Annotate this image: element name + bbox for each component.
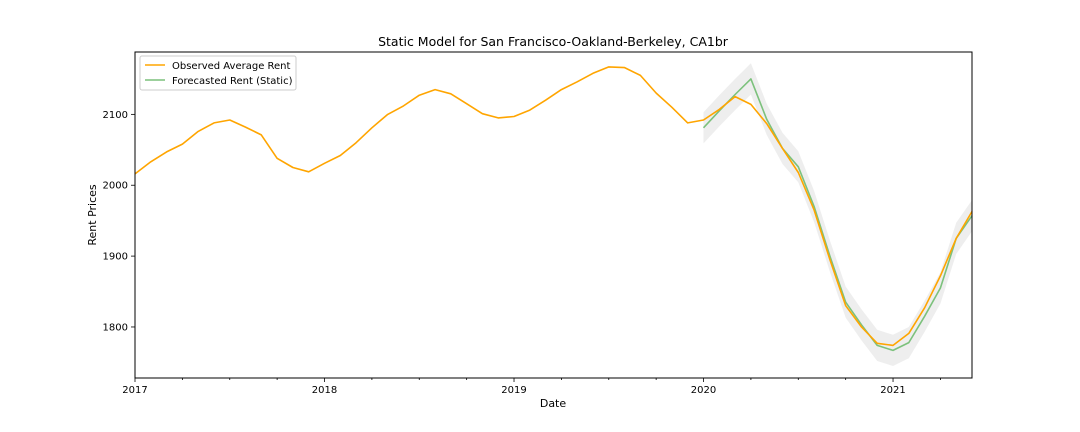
- data-point-observed: [259, 133, 263, 137]
- data-point-observed: [938, 274, 942, 278]
- x-tick-label: 2020: [691, 385, 716, 396]
- y-axis-label: Rent Prices: [86, 184, 99, 246]
- data-point-observed: [465, 102, 469, 106]
- data-point-forecast: [938, 286, 942, 290]
- data-point-forecast: [796, 165, 800, 169]
- data-point-observed: [717, 107, 721, 111]
- data-point-observed: [954, 236, 958, 240]
- y-axis: 1800 1900 2000 2100: [103, 110, 135, 333]
- data-point-observed: [812, 208, 816, 212]
- series-forecast: [702, 77, 973, 352]
- data-point-observed: [670, 105, 674, 109]
- data-point-observed: [165, 150, 169, 154]
- data-point-observed: [702, 118, 706, 122]
- chart-title: Static Model for San Francisco-Oakland-B…: [378, 34, 729, 49]
- legend: Observed Average Rent Forecasted Rent (S…: [139, 55, 297, 91]
- data-point-observed: [891, 343, 895, 347]
- data-point-forecast: [923, 314, 927, 318]
- confidence-band-layer: [703, 63, 972, 367]
- data-point-observed: [559, 88, 563, 92]
- plot-area: [134, 51, 973, 379]
- data-point-observed: [907, 331, 911, 335]
- x-axis: 2017 2018 2019 2020 2021: [122, 378, 941, 396]
- series-line-forecast: [702, 78, 973, 352]
- legend-label-forecast: Forecasted Rent (Static): [172, 76, 293, 87]
- data-point-observed: [323, 161, 327, 165]
- data-point-observed: [654, 91, 658, 95]
- x-tick-label: 2017: [122, 385, 147, 396]
- data-point-observed: [180, 142, 184, 146]
- data-point-observed: [860, 325, 864, 329]
- data-point-observed: [354, 141, 358, 145]
- data-point-observed: [370, 126, 374, 130]
- data-point-forecast: [749, 77, 753, 81]
- data-point-observed: [923, 306, 927, 310]
- data-point-observed: [291, 166, 295, 170]
- x-tick-label: 2021: [880, 385, 905, 396]
- data-point-observed: [749, 102, 753, 106]
- data-point-observed: [307, 170, 311, 174]
- x-axis-label: Date: [540, 397, 567, 410]
- data-point-observed: [196, 129, 200, 133]
- data-point-observed: [496, 116, 500, 120]
- data-point-observed: [544, 98, 548, 102]
- series-observed: [134, 65, 973, 347]
- series-layer: [134, 65, 973, 352]
- x-tick-label: 2019: [501, 385, 526, 396]
- data-point-observed: [212, 121, 216, 125]
- data-point-observed: [149, 160, 153, 164]
- data-point-observed: [607, 65, 611, 69]
- data-point-observed: [781, 146, 785, 150]
- forecast-confidence-band: [703, 63, 972, 367]
- data-point-observed: [575, 80, 579, 84]
- data-point-observed: [275, 156, 279, 160]
- data-point-observed: [402, 104, 406, 108]
- data-point-observed: [244, 125, 248, 129]
- y-tick-label: 1900: [103, 252, 128, 263]
- x-tick-label: 2018: [312, 385, 337, 396]
- y-tick-label: 2100: [103, 110, 128, 121]
- data-point-observed: [449, 92, 453, 96]
- y-tick-label: 2000: [103, 181, 128, 192]
- data-point-observed: [733, 95, 737, 99]
- data-point-forecast: [702, 126, 706, 130]
- data-point-observed: [480, 112, 484, 116]
- data-point-observed: [591, 71, 595, 75]
- data-point-observed: [528, 108, 532, 112]
- data-point-observed: [686, 121, 690, 125]
- series-line-observed: [134, 66, 973, 347]
- data-point-observed: [844, 304, 848, 308]
- data-point-observed: [796, 171, 800, 175]
- data-point-observed: [623, 66, 627, 70]
- data-point-observed: [386, 112, 390, 116]
- data-point-observed: [433, 88, 437, 92]
- legend-box: [139, 55, 297, 91]
- legend-label-observed: Observed Average Rent: [172, 61, 291, 72]
- data-point-forecast: [907, 341, 911, 345]
- data-point-forecast: [891, 348, 895, 352]
- data-point-observed: [338, 154, 342, 158]
- data-point-observed: [875, 341, 879, 345]
- data-point-observed: [828, 258, 832, 262]
- data-point-observed: [765, 122, 769, 126]
- data-point-observed: [417, 93, 421, 97]
- data-point-observed: [512, 115, 516, 119]
- data-point-observed: [228, 118, 232, 122]
- data-point-observed: [638, 73, 642, 77]
- y-tick-label: 1800: [103, 322, 128, 333]
